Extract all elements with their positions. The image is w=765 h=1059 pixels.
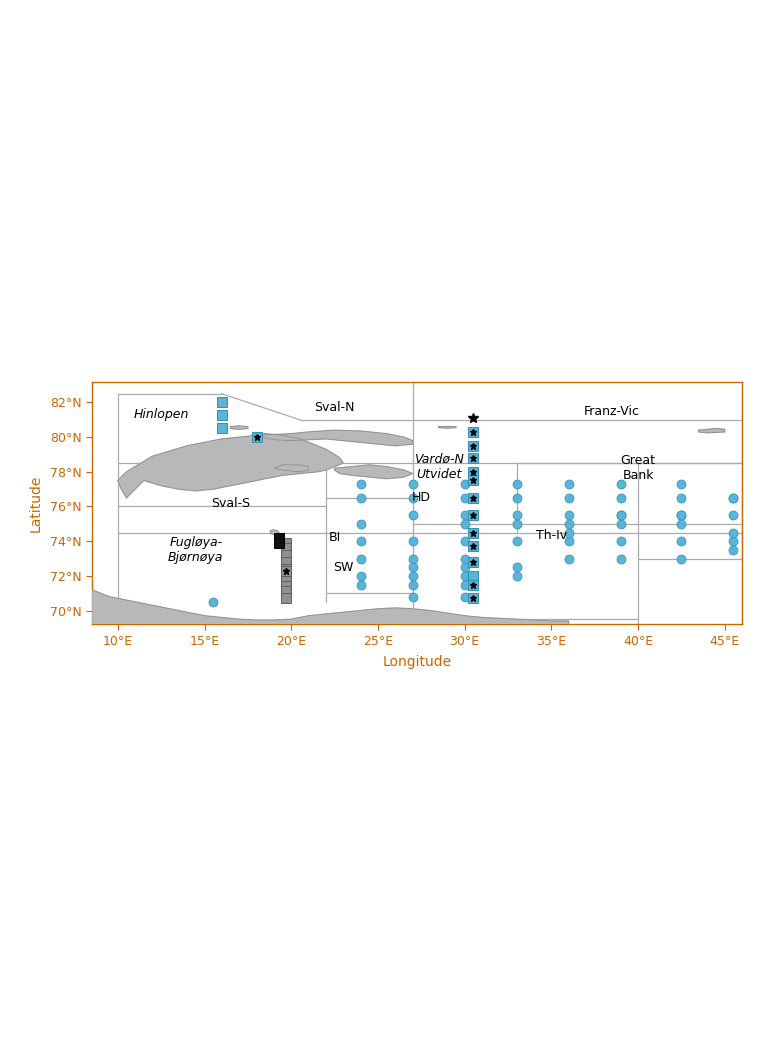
Text: Franz-Vic: Franz-Vic [584,405,640,417]
Polygon shape [92,590,568,625]
Polygon shape [230,426,248,429]
X-axis label: Longitude: Longitude [382,654,451,669]
Text: Sval-N: Sval-N [314,401,355,414]
Polygon shape [274,465,308,472]
Text: BI: BI [328,532,340,544]
Polygon shape [118,434,343,498]
Text: HD: HD [412,491,431,504]
Polygon shape [698,429,724,433]
Text: Great
Bank: Great Bank [620,454,656,482]
Polygon shape [334,465,412,479]
Text: Fugløya-
Bjørnøya: Fugløya- Bjørnøya [168,536,223,563]
Polygon shape [438,427,456,428]
Y-axis label: Latitude: Latitude [29,474,43,532]
Polygon shape [270,530,279,535]
Text: Hinlopen: Hinlopen [133,408,189,421]
Text: Vardø-N
Utvidet: Vardø-N Utvidet [414,452,464,481]
Text: Th-Iv: Th-Iv [536,530,567,542]
Text: Sval-S: Sval-S [211,497,250,509]
Polygon shape [256,430,412,446]
Text: SW: SW [333,560,353,574]
